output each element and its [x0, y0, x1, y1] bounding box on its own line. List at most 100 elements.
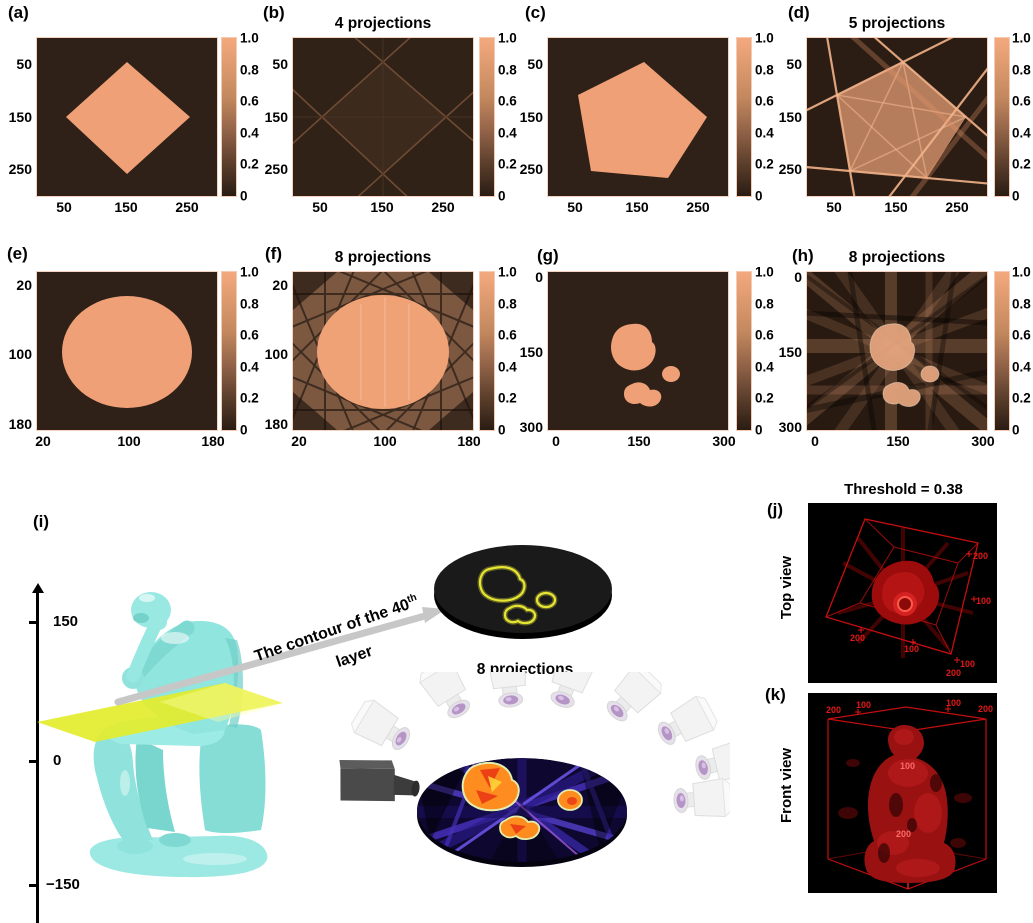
z-axis-tickmark: [29, 760, 38, 763]
panel-b-title: 4 projections: [334, 15, 432, 32]
panel-d-xtick: 150: [884, 199, 908, 215]
panel-a-cbtick: 0.6: [240, 93, 259, 109]
panel-c-cbtick: 0.6: [755, 93, 774, 109]
panel-b-heatmap: [293, 38, 473, 196]
panel-f-title: 8 projections: [334, 249, 432, 266]
panel-d-ytick: 50: [786, 56, 802, 72]
panel-g-cbtick: 0: [755, 422, 763, 438]
panel-f-xtick: 20: [291, 433, 307, 449]
panel-h-cbtick: 0.4: [1012, 359, 1031, 375]
render-j-tick: 100: [976, 596, 992, 606]
render-k-tick: 200: [826, 705, 842, 715]
panel-e-ytick: 20: [16, 277, 32, 293]
panel-h-label: (h): [792, 246, 814, 265]
five-projection-streaks-graphic: [807, 38, 987, 196]
projector-icon: [598, 672, 667, 730]
panel-a-ytick: 250: [8, 161, 32, 177]
panel-d-colorbar: [995, 38, 1009, 196]
panel-b-cbtick: 1.0: [498, 30, 517, 46]
panel-c-ytick: 250: [519, 161, 543, 177]
panel-d-cbtick: 0: [1012, 188, 1020, 204]
panel-a-xtick: 150: [114, 199, 138, 215]
projector-icon: [486, 672, 531, 710]
projector-icon: [541, 672, 599, 714]
projection-setup-graphic: [339, 672, 730, 867]
panel-h-cbtick: 1.0: [1012, 264, 1031, 280]
render-j-tick: 200: [946, 668, 962, 678]
render-k-tick: 200: [978, 704, 994, 714]
projector-icon: [415, 672, 480, 726]
panel-f-cbtick: 0.4: [498, 359, 517, 375]
render-k-tick: 100: [946, 698, 962, 708]
render-j-tick: 200: [973, 551, 989, 561]
annotation-arrow: [114, 607, 446, 706]
panel-b-ytick: 250: [264, 161, 288, 177]
threshold-title: Threshold = 0.38: [844, 481, 963, 498]
panel-g-xtick: 300: [712, 433, 736, 449]
panel-b-cbtick: 0.2: [498, 156, 517, 172]
panel-f-cbtick: 0.2: [498, 390, 517, 406]
z-axis-tick-150: 150: [53, 613, 79, 630]
panel-f-ytick: 20: [272, 277, 288, 293]
panel-h-cbtick: 0: [1012, 422, 1020, 438]
panel-d-label: (d): [788, 3, 810, 22]
panel-a-ytick: 50: [16, 56, 32, 72]
diamond-shape-graphic: [66, 62, 190, 174]
z-axis-arrowhead: [31, 583, 44, 593]
panel-f-label: (f): [265, 244, 282, 263]
render-j-tick: 100: [904, 644, 920, 654]
render-j-tick: 200: [850, 633, 866, 643]
panel-e-label: (e): [7, 244, 28, 263]
panel-b-label: (b): [263, 3, 285, 22]
projector-icon: [672, 777, 730, 821]
panel-c-cbtick: 0.2: [755, 156, 774, 172]
panel-a-label: (a): [8, 3, 29, 22]
panel-j-label: (j): [767, 500, 784, 519]
panel-a-xtick: 250: [175, 199, 199, 215]
panel-g-label: (g): [537, 246, 559, 265]
panel-f-ytick: 180: [264, 416, 288, 432]
z-axis-line: [36, 592, 39, 923]
panel-h-ytick: 300: [778, 419, 802, 435]
front-view-label: Front view: [778, 748, 795, 824]
panel-g-heatmap: [548, 272, 728, 430]
panel-g-cbtick: 0.6: [755, 327, 774, 343]
panel-c-xtick: 150: [625, 199, 649, 215]
panel-h-cbtick: 0.6: [1012, 327, 1031, 343]
panel-a-heatmap: [37, 38, 217, 196]
eight-projection-web-graphic: [293, 272, 473, 430]
panel-d-cbtick: 0.6: [1012, 93, 1031, 109]
panel-a-ytick: 150: [8, 109, 32, 125]
panel-d-cbtick: 1.0: [1012, 30, 1031, 46]
panel-c-ytick: 150: [519, 109, 543, 125]
panel-g-xtick: 150: [627, 433, 651, 449]
panel-i-label: (i): [33, 512, 50, 531]
z-axis-tick-0: 0: [53, 752, 62, 769]
panel-f-ytick: 100: [264, 346, 288, 362]
panel-e-ytick: 180: [8, 416, 32, 432]
panel-g-cbtick: 1.0: [755, 264, 774, 280]
panel-c-ytick: 50: [527, 56, 543, 72]
panel-h-xtick: 300: [971, 433, 995, 449]
projector-icon: [347, 696, 418, 759]
panel-d-cbtick: 0.2: [1012, 156, 1031, 172]
panel-e-xtick: 20: [35, 433, 51, 449]
panel-h-ytick: 0: [794, 269, 802, 285]
panel-f-cbtick: 0: [498, 422, 506, 438]
panel-e-cbtick: 0.4: [240, 359, 259, 375]
panel-a-cbtick: 1.0: [240, 30, 259, 46]
render-j-tick: 100: [960, 659, 976, 669]
panel-b-colorbar: [480, 38, 494, 196]
top-view-label: Top view: [778, 556, 795, 620]
panel-g-cbtick: 0.8: [755, 296, 774, 312]
z-axis-tick-neg150: −150: [46, 876, 80, 893]
projector-icon: [651, 692, 721, 754]
panel-c-colorbar: [737, 38, 751, 196]
panel-b-xtick: 50: [312, 199, 328, 215]
panel-e-cbtick: 0: [240, 422, 248, 438]
panel-e-cbtick: 0.8: [240, 296, 259, 312]
panel-g-ytick: 0: [535, 269, 543, 285]
front-view-render-graphic: [827, 706, 987, 890]
panel-h-cbtick: 0.8: [1012, 296, 1031, 312]
panel-b-cbtick: 0: [498, 188, 506, 204]
